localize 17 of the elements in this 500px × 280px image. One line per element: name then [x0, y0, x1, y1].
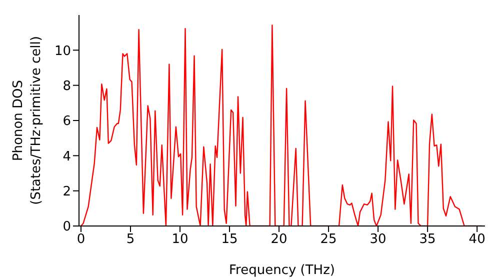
x-tick-label: 10 [172, 232, 188, 248]
y-tick-label: 4 [62, 149, 71, 164]
y-axis-title: Phonon DOS (States/THz·primitive cell) [11, 36, 44, 205]
x-tick-label: 15 [221, 232, 238, 248]
x-axis-title: Frequency (THz) [229, 263, 335, 278]
x-tick-label: 30 [370, 232, 386, 248]
y-tick-label: 8 [62, 78, 71, 94]
x-tick-label: 0 [76, 232, 86, 248]
y-tick-label: 10 [54, 44, 71, 59]
x-tick-label: 35 [419, 232, 436, 248]
x-tick-label: 40 [468, 232, 486, 248]
x-tick-label: 5 [126, 232, 135, 248]
y-tick-label: 0 [62, 220, 71, 235]
y-tick-label: 2 [62, 184, 71, 200]
x-tick-label: 20 [270, 232, 288, 248]
x-tick-label: 25 [320, 232, 337, 248]
y-tick-label: 6 [62, 114, 71, 130]
